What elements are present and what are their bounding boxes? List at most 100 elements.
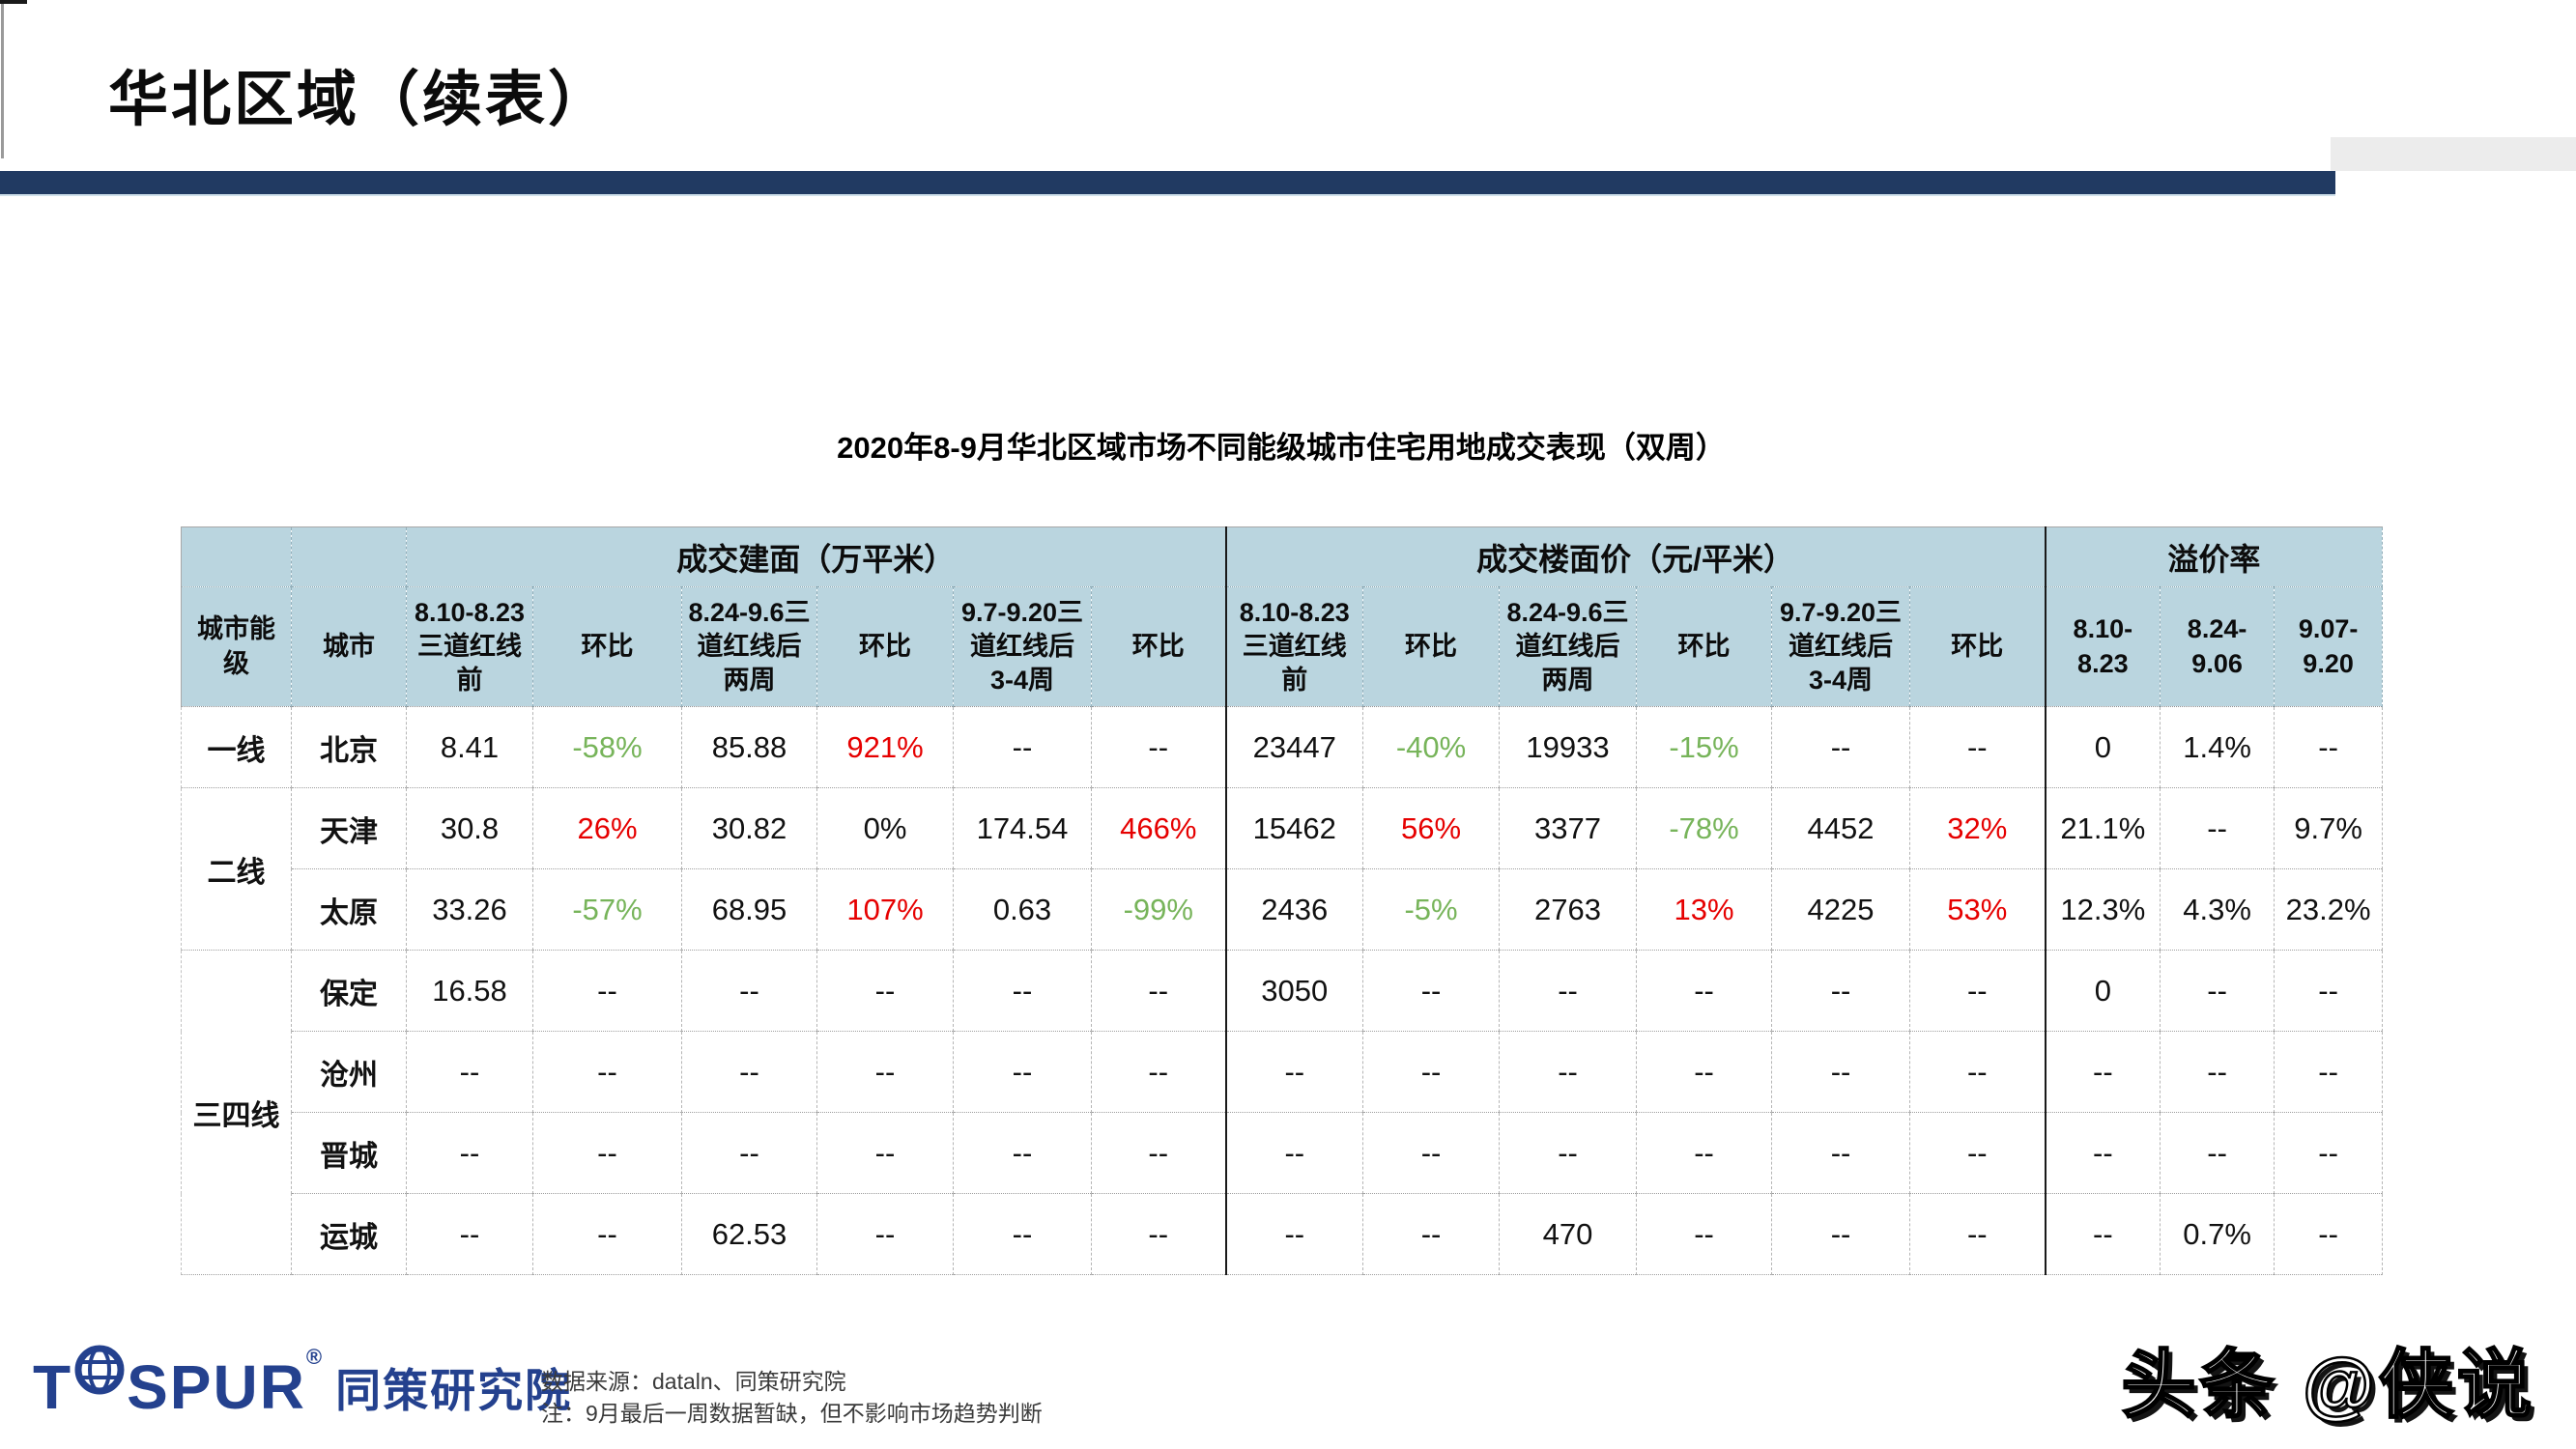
tier-cell: 二线	[181, 787, 292, 951]
city-cell: 沧州	[291, 1031, 407, 1113]
table-column-header-row: 城市能级 城市 8.10-8.23三道红线前 环比 8.24-9.6三道红线后两…	[181, 586, 2384, 707]
value-cell: -78%	[1636, 787, 1773, 869]
value-cell: --	[1362, 1031, 1501, 1113]
table-row: 沧州 -- -- -- -- -- -- -- -- -- -- -- -- -- -- --	[182, 1031, 2384, 1113]
value-cell: -5%	[1362, 868, 1501, 951]
value-cell: --	[1225, 1193, 1364, 1275]
value-cell: --	[1771, 950, 1911, 1032]
column-header: 环比	[1091, 586, 1227, 707]
value-cell: 4452	[1771, 787, 1911, 869]
source-line-1: 数据来源：dataln、同策研究院	[541, 1369, 846, 1394]
value-cell: --	[1091, 1112, 1227, 1194]
value-cell: 53%	[1909, 868, 2046, 951]
value-cell: --	[1771, 1112, 1911, 1194]
city-cell: 保定	[291, 950, 407, 1032]
value-cell: --	[2160, 1112, 2275, 1194]
value-cell: --	[816, 950, 954, 1032]
value-cell: --	[1771, 1031, 1911, 1113]
value-cell: 32%	[1909, 787, 2046, 869]
value-cell: 23.2%	[2274, 868, 2384, 951]
city-cell: 太原	[291, 868, 407, 951]
top-right-gray-strip	[2331, 137, 2576, 171]
value-cell: --	[1225, 1112, 1364, 1194]
value-cell: --	[2160, 1031, 2275, 1113]
value-cell: 3050	[1225, 950, 1364, 1032]
value-cell: 3377	[1499, 787, 1638, 869]
column-header: 环比	[532, 586, 682, 707]
value-cell: --	[1636, 1193, 1773, 1275]
value-cell: --	[2045, 1193, 2161, 1275]
column-header: 8.24-9.06	[2160, 586, 2275, 707]
value-cell: --	[532, 1112, 682, 1194]
value-cell: --	[532, 1193, 682, 1275]
city-cell: 晋城	[291, 1112, 407, 1194]
value-cell: 470	[1499, 1193, 1638, 1275]
value-cell: --	[953, 706, 1092, 788]
value-cell: --	[1636, 1031, 1773, 1113]
value-cell: --	[1362, 1112, 1501, 1194]
value-cell: 0.7%	[2160, 1193, 2275, 1275]
value-cell: --	[406, 1112, 533, 1194]
value-cell: --	[1909, 706, 2046, 788]
value-cell: --	[1499, 950, 1638, 1032]
column-header-tier: 城市能级	[181, 586, 292, 707]
data-table: 成交建面（万平米） 成交楼面价（元/平米） 溢价率 城市能级 城市 8.10-8…	[181, 526, 2384, 1275]
value-cell: -58%	[532, 706, 682, 788]
value-cell: 19933	[1499, 706, 1638, 788]
registered-mark-icon: ®	[305, 1345, 323, 1369]
value-cell: --	[2274, 950, 2384, 1032]
value-cell: 4225	[1771, 868, 1911, 951]
value-cell: 0%	[816, 787, 954, 869]
data-source-note: 数据来源：dataln、同策研究院 注：9月最后一周数据暂缺，但不影响市场趋势判…	[541, 1366, 1043, 1430]
value-cell: --	[681, 950, 817, 1032]
city-cell: 北京	[291, 706, 407, 788]
tospur-logo: T SPUR® 同策研究院	[33, 1345, 572, 1423]
value-cell: 0	[2045, 950, 2161, 1032]
group-header-floor-price: 成交楼面价（元/平米）	[1225, 526, 2046, 587]
value-cell: 30.82	[681, 787, 817, 869]
table-row: 太原 33.26 -57% 68.95 107% 0.63 -99% 2436 -5% 2763 1…	[182, 868, 2384, 951]
value-cell: 9.7%	[2274, 787, 2384, 869]
value-cell: --	[1499, 1112, 1638, 1194]
logo-letters-spur: SPUR	[127, 1351, 306, 1422]
table-group-header-row: 成交建面（万平米） 成交楼面价（元/平米） 溢价率	[181, 526, 2384, 587]
column-header: 环比	[1909, 586, 2046, 707]
value-cell: --	[681, 1112, 817, 1194]
value-cell: 1.4%	[2160, 706, 2275, 788]
tier-cell: 一线	[181, 706, 292, 788]
value-cell: --	[681, 1031, 817, 1113]
value-cell: --	[2274, 1112, 2384, 1194]
value-cell: --	[1771, 1193, 1911, 1275]
value-cell: --	[532, 950, 682, 1032]
city-cell: 天津	[291, 787, 407, 869]
value-cell: --	[2160, 787, 2275, 869]
value-cell: 4.3%	[2160, 868, 2275, 951]
value-cell: --	[1909, 1031, 2046, 1113]
value-cell: --	[406, 1193, 533, 1275]
value-cell: --	[1091, 1193, 1227, 1275]
value-cell: --	[816, 1112, 954, 1194]
page-title: 华北区域（续表）	[108, 67, 612, 133]
value-cell: 23447	[1225, 706, 1364, 788]
tier-cell: 三四线	[181, 950, 292, 1275]
table-header: 成交建面（万平米） 成交楼面价（元/平米） 溢价率 城市能级 城市 8.10-8…	[181, 526, 2384, 707]
value-cell: --	[1636, 950, 1773, 1032]
value-cell: 174.54	[953, 787, 1092, 869]
value-cell: --	[1091, 1031, 1227, 1113]
value-cell: 2763	[1499, 868, 1638, 951]
column-header: 8.10-8.23三道红线前	[1225, 586, 1364, 707]
data-table-wrapper: 成交建面（万平米） 成交楼面价（元/平米） 溢价率 城市能级 城市 8.10-8…	[181, 526, 2384, 1275]
globe-icon	[74, 1345, 125, 1395]
city-cell: 运城	[291, 1193, 407, 1275]
value-cell: --	[2160, 950, 2275, 1032]
value-cell: 85.88	[681, 706, 817, 788]
corner-empty-cell	[291, 526, 407, 587]
column-header: 环比	[1636, 586, 1773, 707]
value-cell: -15%	[1636, 706, 1773, 788]
column-header: 9.07-9.20	[2274, 586, 2384, 707]
table-row: 晋城 -- -- -- -- -- -- -- -- -- -- -- -- -- -- --	[182, 1112, 2384, 1194]
value-cell: 8.41	[406, 706, 533, 788]
table-row: 运城 -- -- 62.53 -- -- -- -- -- 470 -- -- -- -- 0.7% --	[182, 1193, 2384, 1275]
value-cell: 0	[2045, 706, 2161, 788]
value-cell: 68.95	[681, 868, 817, 951]
